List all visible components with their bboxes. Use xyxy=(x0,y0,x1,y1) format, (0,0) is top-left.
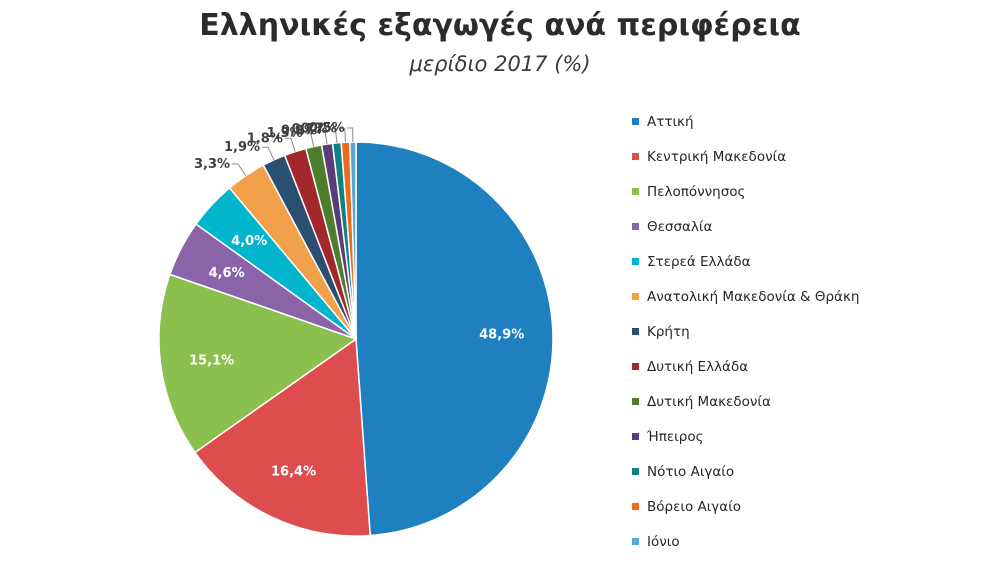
legend-label: Δυτική Μακεδονία xyxy=(647,393,771,410)
legend-item: Νότιο Αιγαίο xyxy=(632,454,859,489)
legend-item: Ανατολική Μακεδονία & Θράκη xyxy=(632,279,859,314)
pie-slice xyxy=(193,337,372,537)
legend-swatch xyxy=(632,328,639,335)
chart-subtitle: μερίδιο 2017 (%) xyxy=(409,52,591,76)
data-label: 0,9% xyxy=(281,123,317,138)
legend-item: Δυτική Ελλάδα xyxy=(632,349,859,384)
legend-label: Ήπειρος xyxy=(647,428,704,445)
legend: Αττική Κεντρική Μακεδονία Πελοπόννησος Θεσσ… xyxy=(632,104,859,559)
legend-label: Κρήτη xyxy=(647,323,690,340)
leader-line xyxy=(346,127,354,143)
data-label: 4,0% xyxy=(231,234,267,249)
data-label: 1,9% xyxy=(224,140,260,155)
leader-line xyxy=(232,163,247,176)
legend-label: Στερεά Ελλάδα xyxy=(647,253,751,270)
legend-swatch xyxy=(632,293,639,300)
leader-line xyxy=(329,128,338,143)
leader-line xyxy=(262,146,275,161)
legend-label: Πελοπόννησος xyxy=(647,183,746,200)
legend-swatch xyxy=(632,223,639,230)
leader-line xyxy=(284,137,296,152)
legend-swatch xyxy=(632,538,639,545)
legend-swatch xyxy=(632,118,639,125)
legend-swatch xyxy=(632,398,639,405)
legend-item: Ιόνιο xyxy=(632,524,859,559)
data-label: 0,7% xyxy=(291,122,327,137)
legend-swatch xyxy=(632,258,639,265)
legend-label: Θεσσαλία xyxy=(647,218,713,235)
legend-swatch xyxy=(632,363,639,370)
legend-swatch xyxy=(632,468,639,475)
data-label: 48,9% xyxy=(479,328,524,343)
data-label: 1,8% xyxy=(247,131,283,146)
legend-label: Ιόνιο xyxy=(647,533,680,550)
legend-item: Ήπειρος xyxy=(632,419,859,454)
legend-item: Κρήτη xyxy=(632,314,859,349)
legend-label: Δυτική Ελλάδα xyxy=(647,358,749,375)
legend-item: Στερεά Ελλάδα xyxy=(632,244,859,279)
pie-slice xyxy=(158,273,358,454)
legend-swatch xyxy=(632,188,639,195)
leader-line xyxy=(318,129,328,145)
legend-label: Κεντρική Μακεδονία xyxy=(647,148,787,165)
legend-item: Δυτική Μακεδονία xyxy=(632,384,859,419)
chart-title: Ελληνικές εξαγωγές ανά περιφέρεια xyxy=(199,8,801,43)
legend-item: Θεσσαλία xyxy=(632,209,859,244)
legend-swatch xyxy=(632,503,639,510)
legend-label: Αττική xyxy=(647,113,694,130)
legend-item: Αττική xyxy=(632,104,859,139)
legend-item: Βόρειο Αιγαίο xyxy=(632,489,859,524)
legend-label: Ανατολική Μακεδονία & Θράκη xyxy=(647,288,860,305)
data-label: 3,3% xyxy=(194,157,230,172)
data-label: 0,7% xyxy=(301,121,337,136)
legend-swatch xyxy=(632,153,639,160)
leader-line xyxy=(338,127,346,143)
pie-slice xyxy=(355,141,554,537)
leader-line xyxy=(304,132,315,147)
data-label: 4,6% xyxy=(209,266,245,281)
legend-swatch xyxy=(632,433,639,440)
data-label: 1,3% xyxy=(267,126,303,141)
data-label: 15,1% xyxy=(189,353,234,368)
legend-label: Νότιο Αιγαίο xyxy=(647,463,735,480)
legend-label: Βόρειο Αιγαίο xyxy=(647,498,742,515)
legend-item: Πελοπόννησος xyxy=(632,174,859,209)
data-label: 16,4% xyxy=(271,465,316,480)
legend-item: Κεντρική Μακεδονία xyxy=(632,139,859,174)
data-label: 0,5% xyxy=(309,121,345,136)
